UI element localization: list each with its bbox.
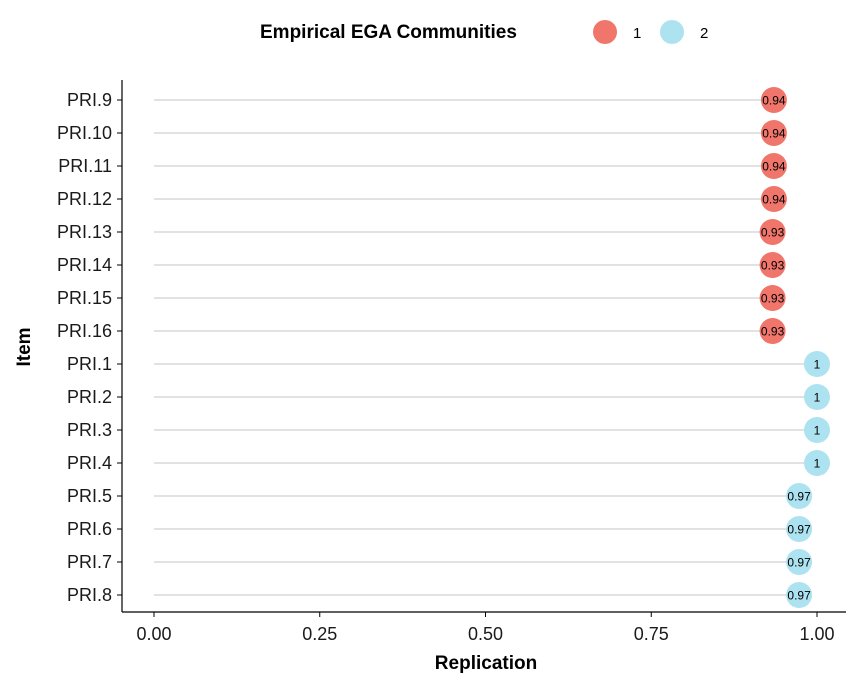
y-tick-label-6: PRI.14 <box>57 255 112 275</box>
x-tick-label-1: 0.00 <box>136 624 171 644</box>
x-axis-ticks: 0.00 0.25 0.50 0.75 1.00 <box>136 612 835 644</box>
y-tick-label-12: PRI.4 <box>67 453 112 473</box>
point-7 <box>759 285 786 311</box>
x-tick-label-3: 0.50 <box>468 624 503 644</box>
x-tick-label-5: 1.00 <box>799 624 834 644</box>
point-11 <box>804 417 830 443</box>
point-1 <box>760 87 787 113</box>
point-label-6: 0.93 <box>761 259 785 273</box>
point-label-15: 0.97 <box>787 556 811 570</box>
point-label-14: 0.97 <box>787 523 811 537</box>
legend-swatch-1 <box>593 20 617 44</box>
point-13 <box>786 483 813 509</box>
point-label-11: 1 <box>814 424 821 438</box>
legend: Empirical EGA Communities 1 2 <box>260 20 708 44</box>
point-5 <box>759 219 786 245</box>
y-tick-label-3: PRI.11 <box>58 156 112 176</box>
legend-label-2: 2 <box>700 25 708 42</box>
point-16 <box>786 582 813 608</box>
y-axis-tick-labels: PRI.9 PRI.10 PRI.11 PRI.12 PRI.13 PRI.14 PRI.1… <box>57 90 122 605</box>
point-14 <box>786 516 813 542</box>
point-8 <box>759 318 786 344</box>
point-6 <box>759 252 786 278</box>
y-tick-label-7: PRI.15 <box>57 288 112 308</box>
point-label-9: 1 <box>814 358 821 372</box>
point-15 <box>786 549 813 575</box>
point-3 <box>760 153 787 179</box>
point-10 <box>804 384 830 410</box>
y-tick-label-8: PRI.16 <box>57 321 112 341</box>
y-axis-title: Item <box>14 327 35 366</box>
point-12 <box>804 450 830 476</box>
point-2 <box>760 120 787 146</box>
x-tick-label-4: 0.75 <box>634 624 669 644</box>
y-tick-label-5: PRI.13 <box>57 222 112 242</box>
y-tick-label-9: PRI.1 <box>67 354 112 374</box>
point-label-16: 0.97 <box>787 589 811 603</box>
legend-title: Empirical EGA Communities <box>260 22 517 43</box>
legend-swatch-2 <box>660 20 684 44</box>
y-tick-label-10: PRI.2 <box>67 387 112 407</box>
y-tick-label-11: PRI.3 <box>67 420 112 440</box>
gridlines <box>154 99 817 596</box>
point-label-4: 0.94 <box>762 193 786 207</box>
point-label-7: 0.93 <box>761 292 785 306</box>
point-label-12: 1 <box>814 457 821 471</box>
point-label-2: 0.94 <box>762 127 786 141</box>
point-9 <box>804 351 830 377</box>
x-axis-title: Replication <box>435 653 537 673</box>
point-label-3: 0.94 <box>762 160 786 174</box>
y-tick-label-1: PRI.9 <box>67 90 112 110</box>
y-tick-label-13: PRI.5 <box>67 486 112 506</box>
y-tick-label-16: PRI.8 <box>67 585 112 605</box>
point-label-13: 0.97 <box>787 490 811 504</box>
x-tick-label-2: 0.25 <box>302 624 337 644</box>
point-4 <box>760 186 787 212</box>
point-label-1: 0.94 <box>762 94 786 108</box>
y-tick-label-14: PRI.6 <box>67 519 112 539</box>
point-label-10: 1 <box>814 391 821 405</box>
y-tick-label-4: PRI.12 <box>57 189 112 209</box>
point-label-8: 0.93 <box>761 325 785 339</box>
legend-label-1: 1 <box>633 25 641 42</box>
point-label-5: 0.93 <box>761 226 785 240</box>
y-tick-label-15: PRI.7 <box>67 552 112 572</box>
y-tick-label-2: PRI.10 <box>57 123 112 143</box>
data-points: 0.94 0.94 0.94 0.94 0.93 0.93 0.93 0.93 1 1 1 1 0.97… <box>759 87 830 608</box>
